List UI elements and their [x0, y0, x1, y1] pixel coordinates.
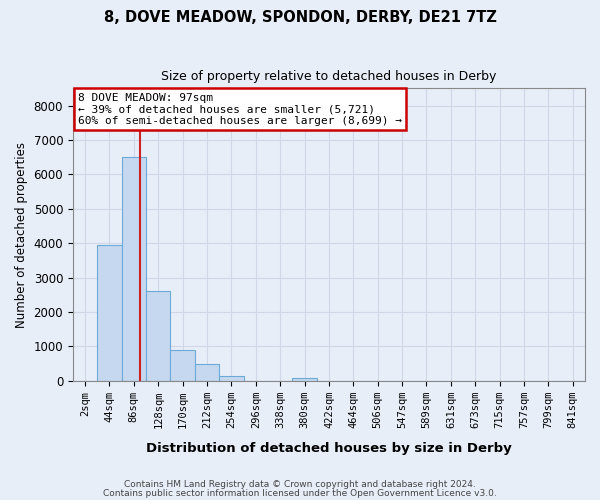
- X-axis label: Distribution of detached houses by size in Derby: Distribution of detached houses by size …: [146, 442, 512, 455]
- Bar: [122, 157, 146, 381]
- Title: Size of property relative to detached houses in Derby: Size of property relative to detached ho…: [161, 70, 497, 83]
- Bar: [170, 350, 195, 381]
- Text: 8 DOVE MEADOW: 97sqm
← 39% of detached houses are smaller (5,721)
60% of semi-de: 8 DOVE MEADOW: 97sqm ← 39% of detached h…: [78, 92, 402, 126]
- Text: 8, DOVE MEADOW, SPONDON, DERBY, DE21 7TZ: 8, DOVE MEADOW, SPONDON, DERBY, DE21 7TZ: [104, 10, 496, 25]
- Bar: [97, 245, 122, 381]
- Bar: [195, 364, 219, 381]
- Bar: [292, 378, 317, 381]
- Text: Contains public sector information licensed under the Open Government Licence v3: Contains public sector information licen…: [103, 488, 497, 498]
- Bar: [146, 292, 170, 381]
- Y-axis label: Number of detached properties: Number of detached properties: [15, 142, 28, 328]
- Text: Contains HM Land Registry data © Crown copyright and database right 2024.: Contains HM Land Registry data © Crown c…: [124, 480, 476, 489]
- Bar: [219, 376, 244, 381]
